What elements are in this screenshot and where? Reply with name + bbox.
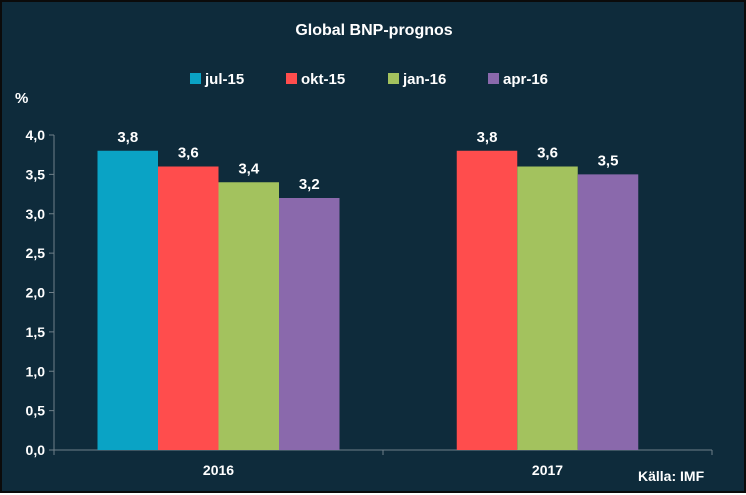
data-label-2016-okt-15: 3,6 <box>178 145 199 162</box>
chart-title: Global BNP-prognos <box>295 22 452 39</box>
y-tick-label: 3,0 <box>26 206 46 222</box>
y-tick-label: 1,5 <box>26 324 46 340</box>
x-category-label-2016: 2016 <box>203 462 234 478</box>
legend-label-jul-15: jul-15 <box>204 71 244 88</box>
y-tick-label: 1,0 <box>26 363 46 379</box>
bar-2017-okt-15 <box>456 150 518 450</box>
data-label-2017-jan-16: 3,6 <box>537 145 558 162</box>
data-label-2017-okt-15: 3,8 <box>477 129 498 146</box>
legend-swatch-okt-15 <box>286 73 297 84</box>
y-tick-label: 4,0 <box>26 127 46 143</box>
legend-swatch-apr-16 <box>488 73 499 84</box>
bar-2017-jan-16 <box>517 166 578 450</box>
bar-2016-apr-16 <box>279 198 340 450</box>
data-label-2016-apr-16: 3,2 <box>299 176 320 193</box>
axes: 0,0 0,5 1,0 1,5 2,0 2,5 3,0 3,5 4,0 2016 2017 <box>26 127 713 478</box>
y-axis-unit: % <box>15 90 28 107</box>
y-tick-label: 2,0 <box>26 285 46 301</box>
y-tick-label: 3,5 <box>26 166 46 182</box>
legend-label-jan-16: jan-16 <box>402 71 446 88</box>
source-note: Källa: IMF <box>638 468 705 484</box>
bars: 3,8 3,6 3,4 3,2 3,8 3,6 3,5 <box>97 129 639 450</box>
bar-2017-apr-16 <box>577 174 639 450</box>
bar-2016-okt-15 <box>158 166 219 450</box>
legend-label-apr-16: apr-16 <box>503 71 548 88</box>
y-tick-label: 0,0 <box>26 442 46 458</box>
bar-2016-jul-15 <box>97 150 158 450</box>
y-tick-label: 2,5 <box>26 245 46 261</box>
bar-2016-jan-16 <box>218 182 279 450</box>
legend-swatch-jul-15 <box>190 73 201 84</box>
data-label-2016-jan-16: 3,4 <box>238 160 260 177</box>
legend: jul-15 okt-15 jan-16 apr-16 <box>190 71 548 88</box>
legend-label-okt-15: okt-15 <box>301 71 345 88</box>
data-label-2017-apr-16: 3,5 <box>598 152 619 169</box>
data-label-2016-jul-15: 3,8 <box>117 129 138 146</box>
x-category-label-2017: 2017 <box>532 462 563 478</box>
legend-swatch-jan-16 <box>388 73 399 84</box>
y-tick-label: 0,5 <box>26 403 46 419</box>
